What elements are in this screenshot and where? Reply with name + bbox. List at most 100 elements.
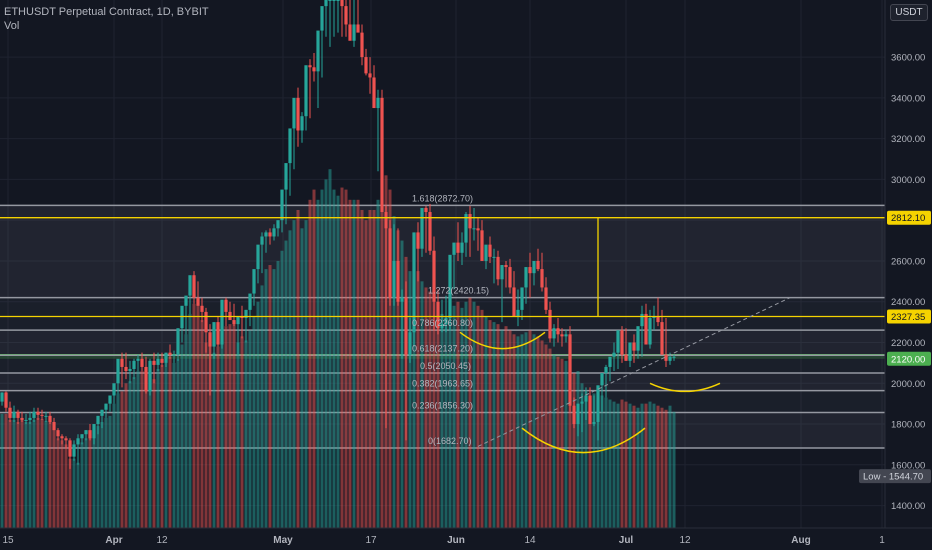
volume-bar [84,438,88,528]
candle-body [168,352,172,355]
candle-body [672,356,676,358]
volume-bar [540,340,544,528]
currency-badge[interactable]: USDT [890,4,928,21]
volume-bar [656,405,660,528]
volume-bar [548,348,552,528]
volume-bar [420,281,424,528]
fib-label: 0(1682.70) [428,436,472,446]
candle-body [660,322,664,355]
price-tick-label: 1800.00 [891,420,925,431]
candle-body [224,299,228,312]
candle-body [308,65,312,68]
candle-body [8,407,12,418]
fib-label: 1.618(2872.70) [412,193,473,203]
candle-body [4,392,8,408]
volume-bar [664,409,668,528]
candle-body [356,24,360,33]
price-tick-label: 2600.00 [891,256,925,267]
candle-body [264,232,268,237]
volume-bar [324,179,328,528]
volume-bar [444,315,448,528]
volume-bar [108,415,112,528]
volume-bar [348,199,352,528]
candle-body [172,354,176,356]
volume-bar [600,395,604,528]
candle-body [520,287,524,310]
candle-body [444,318,448,325]
volume-bar [584,391,588,528]
volume-bar [544,344,548,528]
volume-bar [104,417,108,528]
volume-bar [244,340,248,528]
pattern-arc [649,382,721,393]
candle-body [632,342,636,351]
candle-body [104,403,108,410]
candle-body [372,77,376,109]
candle-body [612,352,616,357]
volume-bar [484,315,488,528]
candle-body [476,228,480,231]
price-tick-label: 3400.00 [891,93,925,104]
volume-bar [460,307,464,528]
volume-bar [432,297,436,528]
fib-label: 1.272(2420.15) [428,286,489,296]
candle-body [580,401,584,404]
candle-body [352,24,356,41]
price-label-bg [887,210,931,225]
candle-body [200,305,204,312]
candle-body [396,260,400,302]
candle-body [628,342,632,361]
volume-bar [196,303,200,528]
volume-bar [56,438,60,528]
time-axis[interactable]: 15 Apr 12 May 17 Jun 14 Jul 12 Aug 1 [0,527,932,550]
candle-body [16,411,20,418]
volume-bar [568,383,572,528]
price-axis[interactable]: 1400.00 1600.00 1800.00 2000.00 2200.00 2400.… [859,0,932,550]
candle-body [328,0,332,1]
volume-bar [88,436,92,528]
fib-band [0,205,885,298]
volume-bar [280,250,284,529]
volume-bar [8,419,12,528]
volume-indicator-label[interactable]: Vol [4,20,20,32]
candle-body [332,0,336,1]
price-axis-bg [885,0,932,550]
symbol-title[interactable]: ETHUSDT Perpetual Contract, 1D, BYBIT [4,6,209,18]
pattern-arc [459,331,546,350]
candle-body [472,228,476,230]
candle-body [76,438,80,445]
candle-body [348,24,352,41]
candle-body [44,415,48,417]
volume-bar [320,189,324,528]
volume-bar [644,403,648,528]
price-tick-label: 3000.00 [891,175,925,186]
volume-bar [256,301,260,528]
volume-bar [212,352,216,528]
volume-bar [536,336,540,528]
volume-bar [552,354,556,528]
candle-body [572,405,576,425]
volume-bar [276,260,280,528]
candle-body [588,395,592,425]
candle-body [68,440,72,457]
candle-body [72,444,76,457]
candle-body [596,385,600,422]
volume-bar [624,401,628,528]
time-tick-label: Apr [105,535,122,546]
candle-body [176,328,180,355]
volume-bar [128,381,132,528]
volume-bar [376,199,380,528]
candle-body [316,30,320,72]
candle-body [324,0,328,7]
volume-bar [620,399,624,528]
candle-body [504,265,508,268]
candle-body [36,411,40,415]
volume-bar [96,426,100,528]
candle-body [568,334,572,406]
volume-bar [316,199,320,528]
candle-body [548,309,552,339]
volume-bar [520,334,524,528]
candle-body [52,421,56,431]
candle-body [460,242,464,253]
